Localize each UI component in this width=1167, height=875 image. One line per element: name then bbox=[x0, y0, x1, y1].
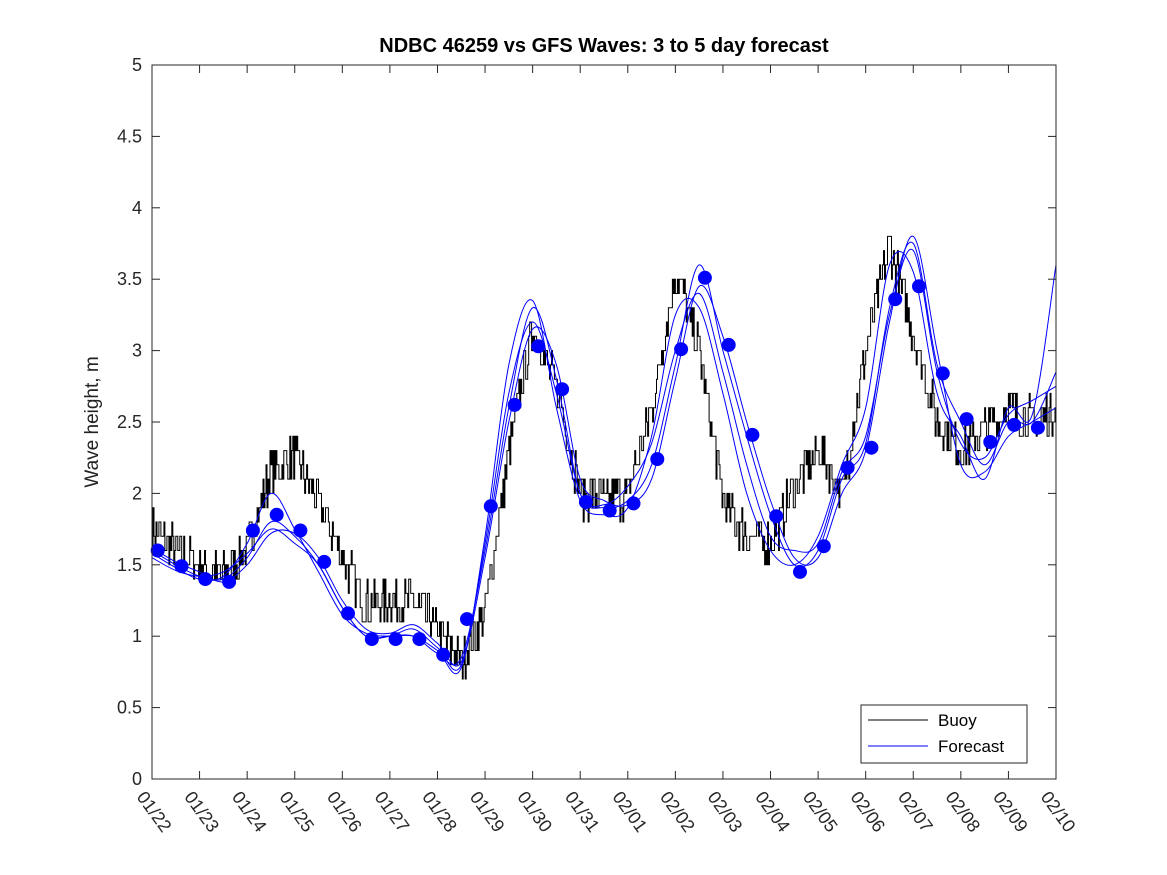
forecast-marker bbox=[555, 382, 570, 397]
forecast-marker bbox=[293, 523, 308, 538]
legend-label-buoy: Buoy bbox=[938, 711, 977, 730]
forecast-marker bbox=[602, 503, 617, 518]
forecast-marker bbox=[364, 632, 379, 647]
forecast-marker bbox=[578, 495, 593, 509]
forecast-marker bbox=[269, 507, 284, 522]
forecast-marker bbox=[388, 632, 403, 647]
forecast-marker bbox=[507, 397, 522, 412]
y-axis: 0 0.5 1 1.5 2 2.5 3 3.5 4 4.5 5 bbox=[117, 55, 1056, 789]
y-tick-label: 0.5 bbox=[117, 698, 142, 718]
forecast-marker bbox=[840, 460, 855, 475]
forecast-marker bbox=[650, 452, 665, 467]
forecast-marker bbox=[745, 427, 760, 442]
forecast-marker bbox=[626, 496, 641, 511]
forecast-marker bbox=[816, 539, 831, 554]
forecast-marker bbox=[769, 509, 784, 524]
forecast-marker bbox=[341, 606, 355, 621]
forecast-marker bbox=[436, 647, 451, 662]
forecast-series-line-2 bbox=[151, 251, 1057, 675]
forecast-marker bbox=[864, 440, 879, 455]
y-tick-label: 5 bbox=[132, 55, 142, 75]
legend-label-forecast: Forecast bbox=[938, 737, 1004, 756]
y-tick-label: 4.5 bbox=[117, 126, 142, 146]
y-tick-label: 3.5 bbox=[117, 269, 142, 289]
y-tick-label: 2.5 bbox=[117, 412, 142, 432]
forecast-marker bbox=[983, 435, 998, 449]
legend-box bbox=[860, 704, 1028, 764]
forecast-marker bbox=[959, 412, 974, 427]
legend: Buoy Forecast bbox=[860, 704, 1028, 764]
y-tick-label: 3 bbox=[132, 341, 142, 361]
chart-title: NDBC 46259 vs GFS Waves: 3 to 5 day fore… bbox=[379, 35, 829, 57]
forecast-marker bbox=[912, 279, 926, 294]
y-tick-label: 1 bbox=[132, 626, 142, 646]
forecast-marker bbox=[793, 564, 807, 579]
forecast-marker bbox=[697, 270, 712, 285]
forecast-series-line-3 bbox=[151, 235, 1057, 667]
forecast-marker bbox=[460, 612, 474, 627]
forecast-marker bbox=[935, 366, 950, 381]
y-tick-label: 1.5 bbox=[117, 555, 142, 575]
plot-content bbox=[150, 235, 1057, 680]
forecast-marker bbox=[888, 292, 903, 307]
y-axis-label: Wave height, m bbox=[82, 356, 103, 487]
y-tick-label: 4 bbox=[132, 198, 142, 218]
forecast-marker bbox=[245, 523, 260, 538]
forecast-marker bbox=[150, 543, 165, 558]
buoy-series-line bbox=[152, 235, 1057, 680]
y-tick-label: 2 bbox=[132, 483, 142, 503]
forecast-marker bbox=[412, 632, 427, 647]
forecast-marker bbox=[174, 559, 189, 574]
forecast-marker bbox=[721, 337, 736, 352]
forecast-marker bbox=[674, 342, 689, 357]
forecast-marker bbox=[531, 339, 546, 354]
y-tick-label: 0 bbox=[132, 769, 142, 789]
forecast-marker bbox=[1007, 417, 1022, 432]
forecast-marker bbox=[222, 574, 237, 589]
forecast-marker bbox=[317, 554, 332, 569]
forecast-marker bbox=[198, 572, 213, 587]
forecast-marker bbox=[483, 499, 498, 514]
forecast-marker bbox=[1030, 420, 1045, 435]
